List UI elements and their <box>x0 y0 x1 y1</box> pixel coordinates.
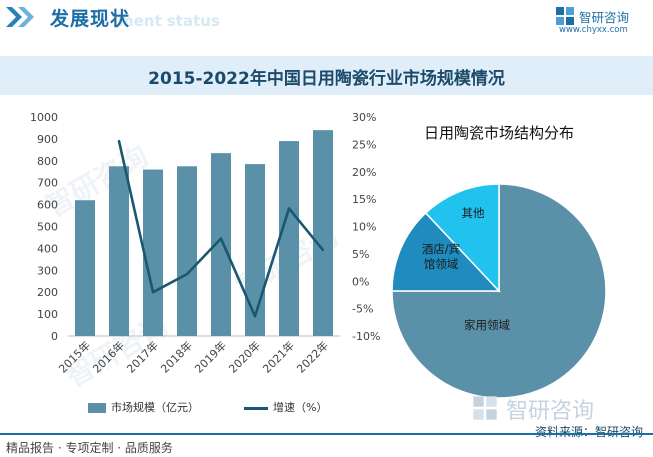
x-tick-label: 2015年 <box>56 338 93 375</box>
logo-name: 智研咨询 <box>579 10 630 25</box>
bar <box>109 166 129 336</box>
y-right-tick-label: -5% <box>352 303 373 316</box>
pie-slice <box>424 183 500 293</box>
x-tick-label: 2017年 <box>124 338 161 375</box>
title-band <box>0 56 653 95</box>
y-left-tick-label: 0 <box>51 330 58 343</box>
y-right-tick-label: 5% <box>352 248 369 261</box>
header: ment status 发展现状 智研咨询 www.chyxx.com <box>0 0 653 38</box>
growth-point <box>287 207 291 210</box>
bar-line-chart: 0 100 200 300 400 500 600 700 800 900 1000 -10% -5% 0… <box>30 111 380 376</box>
legend-bar: 市场规模（亿元） <box>88 399 199 415</box>
main-title: 2015-2022年中国日用陶瓷行业市场规模情况 <box>148 69 505 89</box>
footer-divider <box>0 433 653 435</box>
bar <box>313 130 333 336</box>
growth-point <box>219 237 223 240</box>
growth-point <box>321 248 325 252</box>
growth-point <box>117 139 121 143</box>
bar <box>177 166 197 336</box>
x-tick-label: 2022年 <box>294 338 331 375</box>
double-chevron-icon <box>6 7 34 27</box>
bar <box>279 141 299 336</box>
bar <box>143 169 163 336</box>
footer-tagline: 精品报告 · 专项定制 · 品质服务 <box>6 441 173 455</box>
y-left-tick-label: 100 <box>37 308 58 321</box>
y-right-tick-label: 30% <box>352 111 376 124</box>
growth-point <box>253 315 257 318</box>
y-left-tick-label: 400 <box>37 242 58 255</box>
bottom-watermark-logo: 智研咨询 <box>470 393 640 424</box>
legend-bar-label: 市场规模（亿元） <box>111 401 199 414</box>
growth-point <box>151 291 155 294</box>
legend-line-label: 增速（%） <box>273 401 328 414</box>
x-tick-label: 2021年 <box>260 338 297 375</box>
bar <box>211 153 231 336</box>
watermark-logo-icon <box>473 396 497 420</box>
x-tick-label: 2020年 <box>226 338 263 375</box>
y-left-tick-label: 600 <box>37 199 58 212</box>
pie-slice <box>391 211 501 292</box>
x-tick-label: 2019年 <box>192 338 229 375</box>
legend-bar-swatch <box>88 403 106 413</box>
logo-mark-icon <box>556 7 574 25</box>
y-left-tick-label: 1000 <box>30 111 58 124</box>
y-left-tick-label: 200 <box>37 286 58 299</box>
watermark-logo-name: 智研咨询 <box>506 399 595 424</box>
pie-slice-label: 酒店/宾馆领域 <box>422 242 460 271</box>
logo-url: www.chyxx.com <box>559 25 628 35</box>
y-left-tick-label: 300 <box>37 264 58 277</box>
pie-chart: 家用领域 酒店/宾馆领域 其他 <box>391 183 607 399</box>
y-left-tick-label: 500 <box>37 221 58 234</box>
y-left-tick-label: 900 <box>37 133 58 146</box>
legend-line: 增速（%） <box>244 399 327 415</box>
pie-slice-label: 其他 <box>462 206 485 220</box>
y-left-tick-label: 800 <box>37 155 58 168</box>
legend-line-swatch <box>244 406 268 410</box>
y-right-tick-label: 25% <box>352 138 376 151</box>
pie-title: 日用陶瓷市场结构分布 <box>423 124 574 142</box>
header-subtitle: ment status <box>118 12 220 30</box>
y-right-tick-label: 0% <box>352 275 369 288</box>
growth-point <box>185 272 189 276</box>
y-right-tick-label: 20% <box>352 166 376 179</box>
bar <box>75 200 95 336</box>
y-right-tick-label: 10% <box>352 221 376 234</box>
logo: 智研咨询 www.chyxx.com <box>555 6 647 36</box>
source-note: 资料来源：智研咨询 <box>534 425 643 439</box>
y-right-tick-label: 15% <box>352 193 376 206</box>
x-tick-label: 2016年 <box>90 338 127 375</box>
y-right-tick-label: -10% <box>352 330 380 343</box>
bar <box>245 164 265 336</box>
y-left-tick-label: 700 <box>37 177 58 190</box>
pie-slice <box>391 183 607 399</box>
pie-slice-label: 家用领域 <box>464 318 510 332</box>
x-tick-label: 2018年 <box>158 338 195 375</box>
header-title: 发展现状 <box>50 8 131 30</box>
